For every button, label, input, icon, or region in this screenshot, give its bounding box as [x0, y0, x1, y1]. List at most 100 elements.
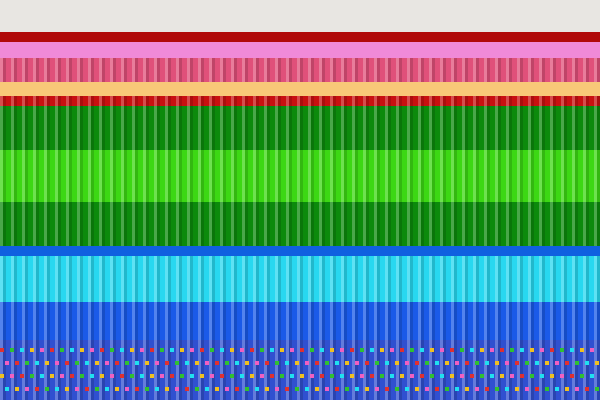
- noise-speck: [565, 387, 569, 391]
- noise-speck: [240, 374, 244, 378]
- noise-speck: [505, 361, 509, 365]
- noise-speck: [115, 387, 119, 391]
- dark-green-band-2: [0, 202, 600, 246]
- dark-green-band: [0, 106, 600, 150]
- noise-speck: [195, 361, 199, 365]
- noise-speck: [455, 387, 459, 391]
- noise-speck: [525, 361, 529, 365]
- noise-speck: [80, 374, 84, 378]
- noise-speck: [445, 361, 449, 365]
- bright-green-band: [0, 150, 600, 202]
- noise-speck: [175, 361, 179, 365]
- noise-speck: [350, 348, 354, 352]
- noise-speck: [300, 374, 304, 378]
- noise-speck: [505, 387, 509, 391]
- noise-speck: [545, 387, 549, 391]
- noise-speck: [510, 348, 514, 352]
- noise-speck: [580, 374, 584, 378]
- noise-speck: [185, 387, 189, 391]
- noise-speck: [425, 387, 429, 391]
- noise-speck: [490, 374, 494, 378]
- cyan-band: [0, 256, 600, 302]
- noise-speck: [335, 387, 339, 391]
- noise-speck: [15, 361, 19, 365]
- noise-speck: [35, 361, 39, 365]
- noise-speck: [365, 361, 369, 365]
- noise-speck: [345, 361, 349, 365]
- noise-speck: [345, 387, 349, 391]
- noise-speck: [5, 387, 9, 391]
- noise-speck: [160, 374, 164, 378]
- noise-speck: [175, 387, 179, 391]
- noise-speck: [315, 361, 319, 365]
- noise-speck: [45, 361, 49, 365]
- noise-speck: [375, 361, 379, 365]
- noise-speck: [40, 348, 44, 352]
- noise-speck: [165, 361, 169, 365]
- noise-speck: [340, 374, 344, 378]
- noise-speck: [550, 374, 554, 378]
- noise-speck: [140, 348, 144, 352]
- noise-speck: [120, 374, 124, 378]
- noise-speck: [495, 387, 499, 391]
- noise-speck: [205, 361, 209, 365]
- noise-speck: [370, 374, 374, 378]
- noise-speck: [585, 361, 589, 365]
- noise-speck: [470, 374, 474, 378]
- noise-speck: [315, 387, 319, 391]
- noise-speck: [535, 387, 539, 391]
- noise-speck: [110, 348, 114, 352]
- noise-speck: [480, 374, 484, 378]
- noise-speck: [310, 374, 314, 378]
- noise-speck: [85, 387, 89, 391]
- noise-speck: [320, 348, 324, 352]
- noise-speck: [135, 361, 139, 365]
- noise-speck: [355, 387, 359, 391]
- noise-speck: [395, 387, 399, 391]
- noise-speck: [465, 361, 469, 365]
- noise-speck: [330, 374, 334, 378]
- noise-speck: [95, 387, 99, 391]
- noise-speck: [300, 348, 304, 352]
- noise-speck: [510, 374, 514, 378]
- noise-speck: [465, 387, 469, 391]
- noise-speck: [515, 361, 519, 365]
- noise-speck: [400, 348, 404, 352]
- noise-speck: [220, 374, 224, 378]
- noise-speck: [235, 387, 239, 391]
- noise-speck: [165, 387, 169, 391]
- noise-speck: [415, 387, 419, 391]
- noise-speck: [295, 361, 299, 365]
- noise-speck: [545, 361, 549, 365]
- noise-speck: [155, 387, 159, 391]
- noise-speck: [135, 387, 139, 391]
- noise-speck: [120, 348, 124, 352]
- noise-speck: [190, 374, 194, 378]
- noise-speck: [550, 348, 554, 352]
- noise-speck: [565, 361, 569, 365]
- noise-speck: [255, 361, 259, 365]
- noise-speck: [450, 374, 454, 378]
- noise-speck: [290, 374, 294, 378]
- noise-speck: [455, 361, 459, 365]
- noise-speck: [410, 348, 414, 352]
- noise-speck: [575, 387, 579, 391]
- noise-speck: [425, 361, 429, 365]
- noise-speck: [80, 348, 84, 352]
- noise-speck: [360, 374, 364, 378]
- noise-speck: [280, 348, 284, 352]
- noise-speck: [560, 374, 564, 378]
- noise-speck: [65, 361, 69, 365]
- noise-speck: [400, 374, 404, 378]
- noise-speck: [575, 361, 579, 365]
- noise-speck: [30, 374, 34, 378]
- noise-speck: [330, 348, 334, 352]
- noise-speck: [490, 348, 494, 352]
- noise-speck: [290, 348, 294, 352]
- noise-speck: [260, 348, 264, 352]
- noise-speck: [555, 387, 559, 391]
- noise-speck: [270, 348, 274, 352]
- noise-speck: [60, 374, 64, 378]
- noise-speck: [390, 348, 394, 352]
- noise-speck: [185, 361, 189, 365]
